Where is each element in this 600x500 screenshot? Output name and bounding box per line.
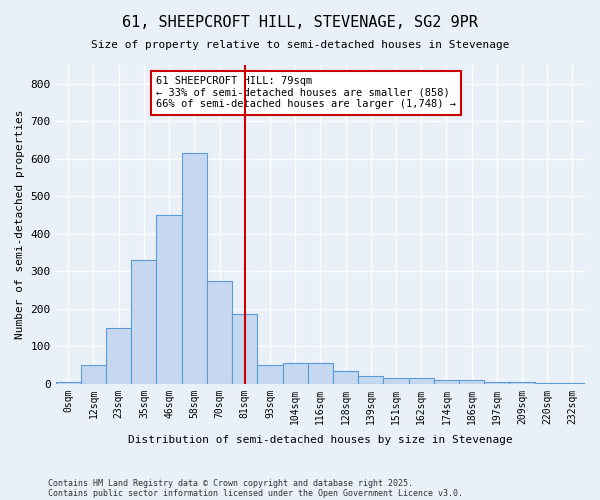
Bar <box>232 314 257 384</box>
Bar <box>409 378 434 384</box>
Text: Contains public sector information licensed under the Open Government Licence v3: Contains public sector information licen… <box>48 488 463 498</box>
Bar <box>308 363 333 384</box>
Bar <box>509 382 535 384</box>
Bar <box>434 380 459 384</box>
Bar <box>459 380 484 384</box>
Y-axis label: Number of semi-detached properties: Number of semi-detached properties <box>15 110 25 339</box>
Bar <box>81 365 106 384</box>
X-axis label: Distribution of semi-detached houses by size in Stevenage: Distribution of semi-detached houses by … <box>128 435 513 445</box>
Text: 61, SHEEPCROFT HILL, STEVENAGE, SG2 9PR: 61, SHEEPCROFT HILL, STEVENAGE, SG2 9PR <box>122 15 478 30</box>
Bar <box>106 328 131 384</box>
Bar <box>182 153 207 384</box>
Bar <box>484 382 509 384</box>
Bar <box>56 382 81 384</box>
Bar <box>333 370 358 384</box>
Text: 61 SHEEPCROFT HILL: 79sqm
← 33% of semi-detached houses are smaller (858)
66% of: 61 SHEEPCROFT HILL: 79sqm ← 33% of semi-… <box>156 76 456 110</box>
Bar <box>207 280 232 384</box>
Bar <box>358 376 383 384</box>
Bar <box>257 365 283 384</box>
Bar <box>535 383 560 384</box>
Bar <box>383 378 409 384</box>
Text: Contains HM Land Registry data © Crown copyright and database right 2025.: Contains HM Land Registry data © Crown c… <box>48 478 413 488</box>
Bar <box>131 260 157 384</box>
Bar <box>157 215 182 384</box>
Text: Size of property relative to semi-detached houses in Stevenage: Size of property relative to semi-detach… <box>91 40 509 50</box>
Bar <box>283 363 308 384</box>
